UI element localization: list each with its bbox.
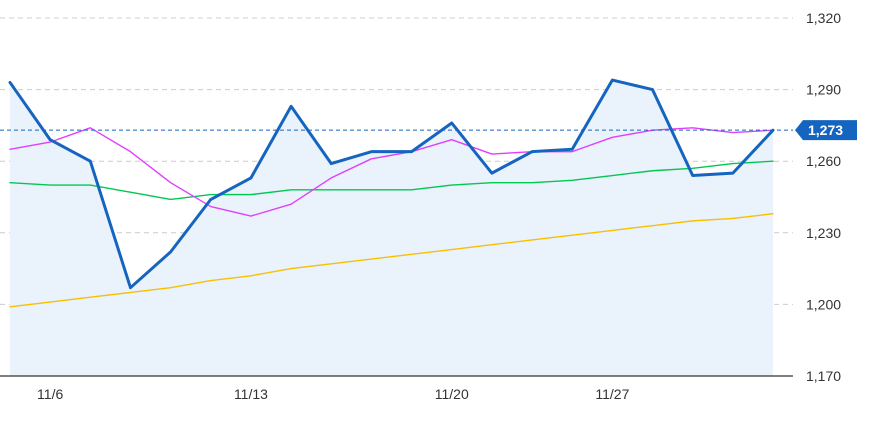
area-layer [10,80,773,377]
y-tick-label: 1,200 [806,296,841,312]
series-lines [0,78,793,308]
axes: 1,320 1,290 1,260 1,230 1,200 1,170 11/6 11/13 1… [0,10,841,402]
series-line-2 [9,160,774,201]
y-tick-label: 1,260 [806,153,841,169]
current-price-badge [795,120,857,141]
y-tick-label: 1,230 [806,225,841,241]
series-line-0 [8,78,775,290]
current-price-tag: 1,273 [795,120,857,141]
y-tick-label: 1,290 [806,82,841,98]
x-tick-label: 11/27 [595,386,629,402]
y-tick-label: 1,320 [806,10,841,26]
x-tick-label: 11/13 [234,386,268,402]
x-tick-label: 11/20 [435,386,469,402]
series-line-1 [9,127,774,217]
price-area [10,80,773,377]
y-tick-label: 1,170 [806,368,841,384]
x-tick-label: 11/6 [37,386,63,402]
series-line-3 [9,213,774,308]
current-price-label: 1,273 [808,122,843,138]
